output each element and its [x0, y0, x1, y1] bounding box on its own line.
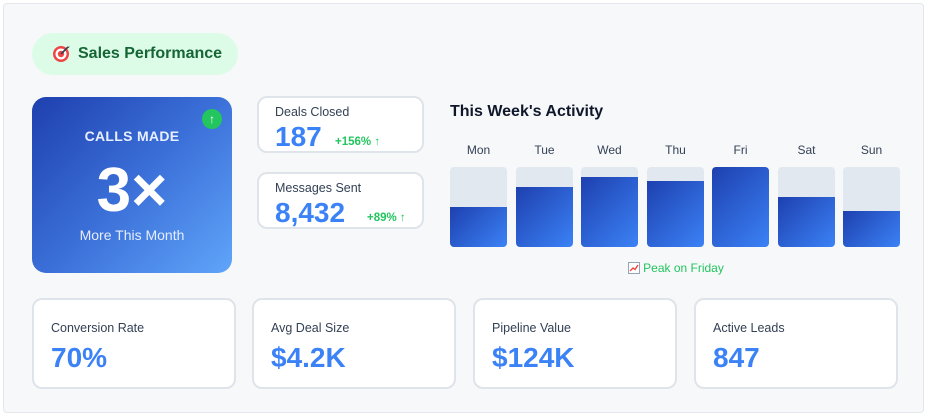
stat-label: Pipeline Value — [492, 321, 571, 335]
bar-thu — [647, 181, 704, 247]
metric-value: 8,432 — [275, 197, 346, 228]
stat-label: Avg Deal Size — [271, 321, 350, 335]
hero-subtitle: More This Month — [79, 227, 185, 243]
target-icon — [52, 45, 70, 63]
bar-sat — [778, 197, 835, 247]
metric-change: +89% ↑ — [367, 212, 406, 224]
bar-fri — [712, 167, 769, 247]
active-leads-card: Active Leads 847 — [694, 298, 898, 389]
bar-track-fri — [712, 167, 769, 247]
hero-value: 3× — [96, 156, 168, 225]
day-label-tue: Tue — [534, 143, 555, 157]
calls-made-card: ↑ CALLS MADE 3× More This Month — [32, 97, 232, 273]
metric-label: Deals Closed — [275, 105, 350, 119]
stat-value: 70% — [51, 342, 108, 373]
bar-tue — [516, 187, 573, 247]
bar-sun — [843, 211, 900, 247]
day-label-thu: Thu — [665, 143, 686, 157]
bar-wed — [581, 177, 638, 247]
day-label-wed: Wed — [597, 143, 622, 157]
day-label-sun: Sun — [860, 143, 883, 157]
bar-track-sun — [843, 167, 900, 247]
stat-label: Conversion Rate — [51, 321, 145, 335]
section-header-pill: Sales Performance — [32, 33, 238, 75]
bar-mon — [450, 207, 507, 247]
dashboard-panel: Sales Performance ↑ CALLS MADE 3× More T… — [3, 3, 924, 413]
pipeline-value-card: Pipeline Value $124K — [473, 298, 677, 389]
section-title: Sales Performance — [78, 45, 223, 62]
avg-deal-size-card: Avg Deal Size $4.2K — [252, 298, 456, 389]
day-label-mon: Mon — [466, 143, 491, 157]
bar-track-sat — [778, 167, 835, 247]
stat-value: $4.2K — [271, 342, 346, 373]
metric-label: Messages Sent — [275, 181, 362, 195]
stat-label: Active Leads — [713, 321, 785, 335]
stat-value: $124K — [492, 342, 575, 373]
bar-track-wed — [581, 167, 638, 247]
weekly-activity-chart: Peak on Friday Mon Tue Wed Thu Fri Sat Sun — [450, 143, 902, 283]
peak-note: Peak on Friday — [450, 261, 902, 275]
hero-label: CALLS MADE — [84, 128, 180, 144]
bar-track-thu — [647, 167, 704, 247]
bar-track-tue — [516, 167, 573, 247]
deals-closed-card: Deals Closed 187 +156% ↑ — [257, 96, 424, 153]
metric-value: 187 — [275, 121, 322, 152]
day-label-fri: Fri — [733, 143, 748, 157]
messages-sent-card: Messages Sent 8,432 +89% ↑ — [257, 172, 424, 229]
conversion-rate-card: Conversion Rate 70% — [32, 298, 236, 389]
weekly-activity-title: This Week's Activity — [450, 103, 604, 120]
trend-up-badge: ↑ — [202, 109, 222, 129]
bar-track-mon — [450, 167, 507, 247]
peak-note-text: Peak on Friday — [643, 261, 724, 275]
stat-value: 847 — [713, 342, 760, 373]
metric-change: +156% ↑ — [335, 136, 381, 148]
day-label-sat: Sat — [797, 143, 816, 157]
chart-increasing-icon — [628, 262, 641, 274]
